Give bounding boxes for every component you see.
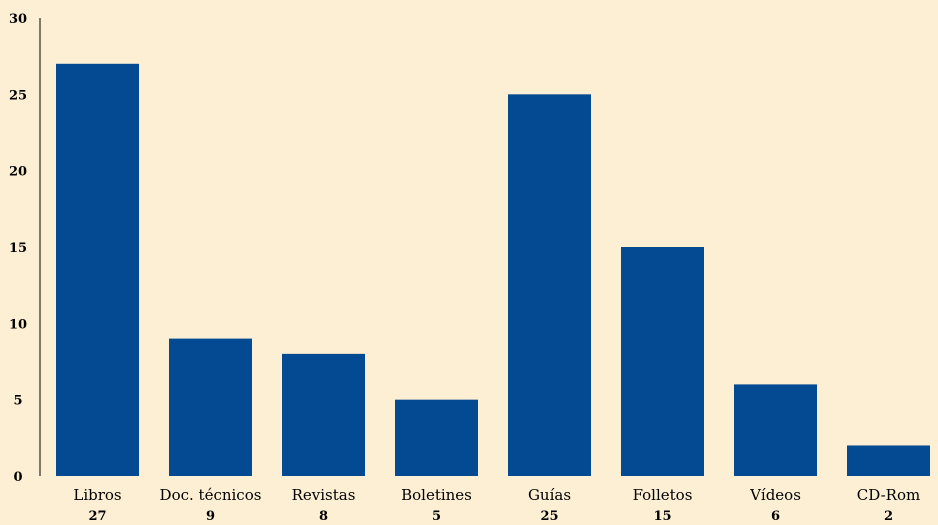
bar-doc-técnicos: [169, 338, 252, 476]
y-tick-label: 5: [13, 394, 22, 409]
bar-value-label: 5: [432, 509, 441, 524]
bar-value-label: 25: [540, 509, 558, 524]
bar-vídeos: [734, 384, 817, 476]
bar-revistas: [282, 353, 365, 476]
bar-folletos: [621, 247, 704, 476]
bar-cd-rom: [847, 445, 930, 476]
y-tick-label: 30: [9, 12, 27, 27]
x-category-label: CD-Rom: [857, 486, 920, 504]
x-category-label: Guías: [528, 486, 571, 504]
bar-libros: [56, 63, 139, 477]
bar-value-label: 6: [771, 509, 780, 524]
x-category-label: Libros: [73, 486, 121, 504]
y-tick-label: 25: [9, 88, 27, 103]
y-tick-label: 15: [9, 241, 27, 256]
bar-guías: [508, 94, 591, 476]
y-axis: 0 5 10 15 20 25 30: [9, 12, 41, 485]
x-category-label: Doc. técnicos: [160, 486, 262, 504]
y-tick-label: 10: [9, 317, 27, 332]
bar-value-label: 27: [88, 509, 106, 524]
y-tick-label: 20: [9, 165, 27, 180]
x-axis-labels: Libros 27 Doc. técnicos 9 Revistas 8 Boletines…: [73, 486, 920, 524]
bar-value-label: 8: [319, 509, 328, 524]
bar-value-label: 2: [884, 509, 893, 524]
bar-boletines: [395, 399, 478, 476]
bar-value-label: 9: [206, 509, 215, 524]
x-category-label: Boletines: [401, 486, 472, 504]
x-category-label: Revistas: [292, 486, 356, 504]
bar-value-label: 15: [653, 509, 671, 524]
x-category-label: Folletos: [633, 486, 693, 504]
bars: [56, 63, 930, 477]
y-tick-label: 0: [13, 470, 22, 485]
x-category-label: Vídeos: [749, 486, 801, 504]
